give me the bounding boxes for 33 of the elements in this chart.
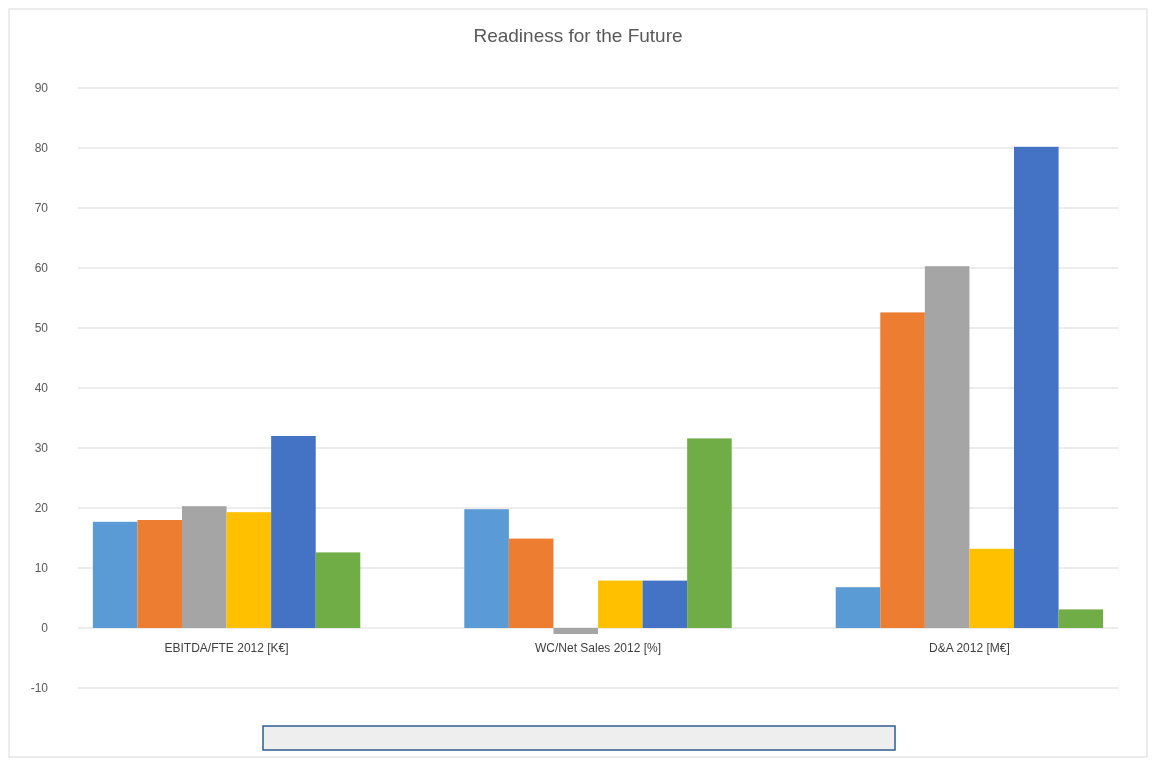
bar — [464, 509, 509, 628]
x-tick-label: WC/Net Sales 2012 [%] — [534, 641, 662, 655]
bar — [508, 538, 554, 628]
x-tick-label: EBITDA/FTE 2012 [K€] — [164, 641, 289, 655]
bar — [137, 520, 182, 628]
bar — [924, 266, 970, 628]
bar — [182, 506, 227, 628]
y-tick-label: 40 — [34, 381, 49, 395]
y-tick-label: -10 — [30, 681, 49, 695]
y-tick-label: 70 — [34, 201, 49, 215]
bar — [969, 548, 1014, 628]
bar — [1058, 609, 1104, 628]
bar — [226, 512, 272, 628]
y-tick-label: 90 — [34, 81, 49, 95]
bar — [880, 312, 925, 628]
y-tick-label: 30 — [34, 441, 49, 455]
bar — [835, 587, 881, 628]
bar — [642, 580, 688, 628]
y-tick-label: 10 — [34, 561, 49, 575]
y-tick-label: 60 — [34, 261, 49, 275]
bar — [553, 628, 598, 634]
x-tick-label: D&A 2012 [M€] — [929, 641, 1010, 655]
bar — [92, 521, 138, 628]
bar — [1014, 146, 1059, 628]
bar — [271, 436, 316, 628]
bar — [315, 552, 361, 628]
chart-title: Readiness for the Future — [473, 25, 683, 46]
y-tick-label: 50 — [34, 321, 49, 335]
bar — [687, 438, 732, 628]
y-tick-label: 80 — [34, 141, 49, 155]
bar — [598, 580, 643, 628]
y-tick-label: 20 — [34, 501, 49, 515]
y-tick-label: 0 — [41, 621, 49, 635]
